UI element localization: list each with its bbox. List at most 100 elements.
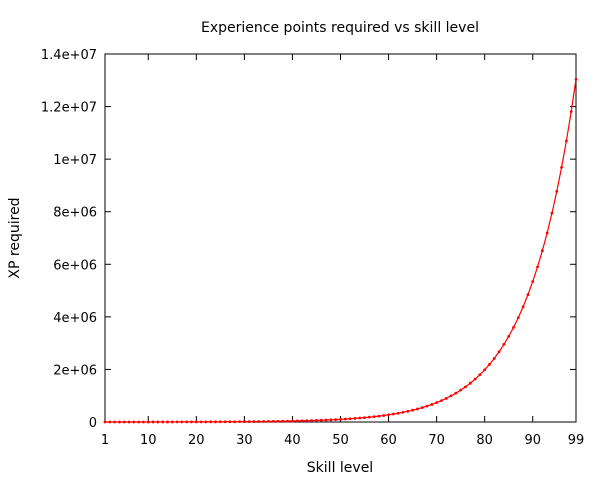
data-point (242, 420, 246, 424)
data-point (367, 415, 371, 419)
chart-title: Experience points required vs skill leve… (201, 20, 479, 36)
data-point (190, 420, 193, 424)
data-point (540, 249, 544, 253)
data-point (276, 419, 280, 423)
data-point (464, 385, 467, 389)
data-point (454, 391, 458, 395)
data-point (151, 420, 155, 424)
data-point (199, 420, 203, 424)
data-point (319, 418, 323, 422)
data-point (132, 420, 136, 424)
x-tick-label: 50 (332, 433, 349, 448)
x-tick-label: 30 (236, 433, 253, 448)
data-point (127, 420, 131, 424)
data-point (358, 416, 362, 420)
data-point (353, 417, 357, 420)
data-point (391, 412, 395, 416)
data-point (194, 420, 198, 424)
data-point (492, 356, 496, 360)
data-point (416, 407, 419, 411)
data-point (204, 420, 208, 424)
data-point (286, 419, 290, 423)
y-tick-label: 1.2e+07 (41, 101, 97, 116)
data-point (122, 420, 126, 424)
data-point (257, 420, 261, 423)
x-tick-label: 90 (524, 433, 541, 448)
data-point (435, 401, 439, 405)
data-point (483, 368, 487, 372)
axes: 1 10 20 30 40 50 60 70 80 90 99 0 2e+06 4e+06 6e+06 8e+… (41, 48, 584, 448)
data-point (291, 419, 294, 423)
x-axis-label: Skill level (307, 460, 373, 476)
data-point (449, 394, 453, 398)
series-layer (103, 77, 578, 424)
data-point (142, 420, 145, 424)
data-point (339, 417, 342, 421)
data-point (488, 362, 491, 366)
x-tick-label: 60 (380, 433, 397, 448)
data-point (146, 420, 150, 424)
data-point (267, 420, 270, 423)
data-point (343, 417, 347, 421)
data-point (209, 420, 213, 424)
data-point (560, 166, 563, 169)
data-point (526, 293, 530, 297)
y-tick-label: 1e+07 (53, 153, 97, 168)
data-point (238, 420, 241, 424)
x-tick-label: 1 (101, 433, 109, 448)
data-point (262, 420, 265, 423)
data-point (550, 211, 554, 215)
data-point (440, 399, 443, 402)
y-axis-label: XP required (7, 197, 23, 278)
data-point (348, 417, 352, 421)
data-point (459, 388, 463, 392)
data-point (185, 420, 189, 424)
x-tick-label: 70 (428, 433, 445, 448)
y-tick-label: 4e+06 (53, 311, 97, 326)
data-point (223, 420, 227, 424)
data-point (569, 110, 573, 114)
data-point (420, 406, 424, 409)
data-point (425, 404, 429, 408)
data-point (512, 326, 515, 329)
x-tick-label: 40 (284, 433, 301, 448)
data-point (468, 381, 472, 385)
data-point (473, 377, 477, 381)
data-point (502, 343, 506, 346)
x-tick-label: 80 (476, 433, 493, 448)
data-point (281, 419, 285, 423)
x-tick-label: 20 (188, 433, 205, 448)
data-point (401, 410, 405, 414)
data-point (300, 419, 304, 423)
data-point (324, 418, 328, 422)
data-point (387, 413, 390, 417)
data-point (396, 411, 400, 415)
data-point (214, 420, 217, 424)
data-point (228, 420, 232, 424)
data-point (334, 418, 338, 421)
data-point (363, 416, 366, 420)
y-tick-label: 2e+06 (53, 363, 97, 378)
data-point (555, 190, 559, 193)
series-line (105, 79, 577, 423)
data-point (516, 316, 520, 319)
data-point (118, 420, 121, 424)
plot-frame (104, 53, 577, 423)
data-point (444, 396, 448, 400)
data-point (161, 420, 165, 424)
y-tick-label: 8e+06 (53, 206, 97, 221)
data-point (329, 418, 333, 422)
data-point (310, 419, 314, 422)
data-point (521, 305, 525, 309)
data-point (156, 420, 160, 424)
data-point (497, 350, 501, 354)
data-point (411, 408, 414, 412)
data-point (545, 231, 549, 235)
x-tick-label: 99 (568, 433, 585, 448)
data-point (574, 77, 578, 81)
data-point (430, 403, 434, 406)
data-point (507, 334, 511, 338)
data-point (103, 420, 107, 424)
data-point (372, 415, 376, 419)
